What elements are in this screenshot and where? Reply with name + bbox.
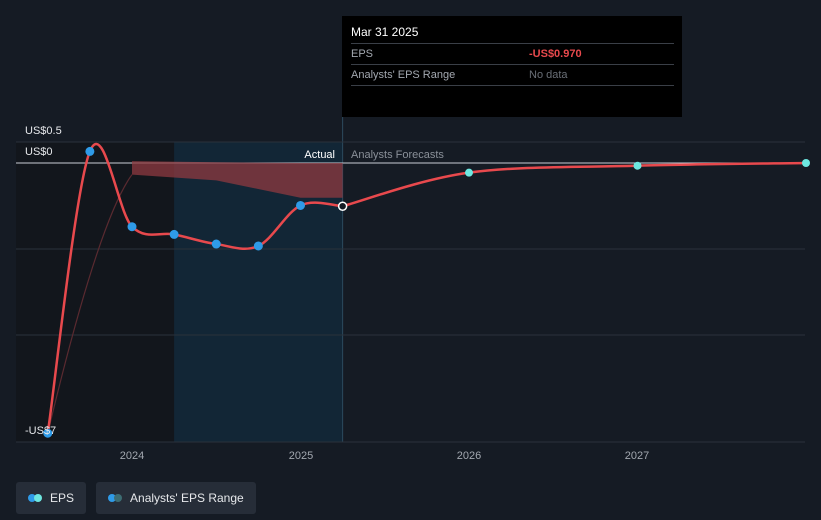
eps-point: [211, 239, 221, 249]
tooltip-date: Mar 31 2025: [351, 25, 419, 39]
legend-item-eps[interactable]: EPS: [16, 482, 87, 514]
forecast-section-label: Analysts Forecasts: [351, 149, 444, 161]
eps-point: [169, 229, 179, 239]
series-line-0: [46, 142, 344, 435]
highlighted-eps-point: [337, 201, 348, 211]
x-tick-label: 2027: [625, 450, 649, 462]
eps-range-area: [132, 161, 343, 198]
legend-dot: [28, 494, 36, 502]
legend-eps-swatch-icon: [28, 494, 42, 502]
legend-dot: [108, 494, 117, 502]
chart-background: [16, 16, 344, 442]
hover-tooltip: Mar 31 2025 EPS -US$0.970 Analysts' EPS …: [342, 16, 682, 117]
tooltip-row-range: Analysts' EPS Range No data: [351, 64, 674, 86]
legend-range-label: Analysts' EPS Range: [130, 491, 244, 505]
tooltip-range-label: Analysts' EPS Range: [351, 69, 456, 81]
legend-range-swatch-icon: [108, 494, 123, 502]
legend-eps-label: EPS: [50, 491, 75, 505]
tooltip-range-value: No data: [529, 69, 568, 81]
eps-points: [43, 146, 810, 438]
past-region: [16, 142, 175, 442]
x-tick-label: 2025: [289, 450, 313, 462]
forecast-point: [802, 159, 810, 167]
y-tick-label: US$0: [25, 146, 53, 158]
eps-point: [43, 428, 53, 438]
x-tick-label: 2026: [457, 450, 481, 462]
tooltip-row-eps: EPS -US$0.970: [351, 43, 674, 64]
eps-point: [296, 200, 305, 210]
eps-point: [253, 241, 263, 251]
tooltip-eps-label: EPS: [351, 48, 374, 60]
eps-lines: [46, 142, 808, 435]
eps-point: [85, 146, 95, 156]
y-tick-label: -US$7: [25, 425, 56, 437]
forecast-point: [633, 161, 642, 170]
legend-dot: [114, 494, 123, 502]
forecast-point: [465, 168, 473, 177]
chart-legend: EPS Analysts' EPS Range: [16, 482, 256, 514]
actual-section-label: Actual: [304, 149, 335, 161]
axis-labels: US$0.5 US$0 -US$7 Actual Analysts Foreca…: [25, 125, 649, 462]
legend-dot: [34, 494, 42, 502]
tooltip-eps-value: -US$0.970: [529, 48, 582, 60]
eps-point: [127, 222, 137, 232]
series-line-1: [341, 161, 808, 208]
x-tick-label: 2024: [120, 450, 144, 462]
legend-item-eps-range[interactable]: Analysts' EPS Range: [96, 482, 256, 514]
y-tick-label: US$0.5: [25, 125, 62, 137]
eps-range-band: [47, 161, 343, 434]
range-connector: [47, 174, 133, 434]
